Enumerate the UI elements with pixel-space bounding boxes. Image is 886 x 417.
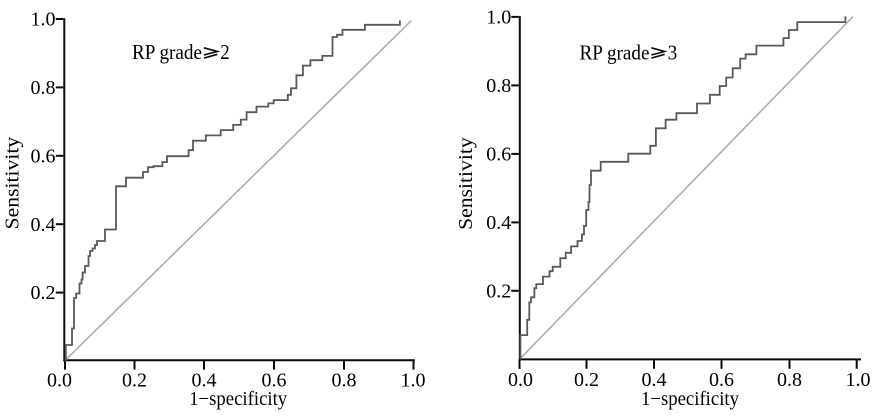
svg-text:0.4: 0.4 (31, 214, 56, 236)
svg-text:0.8: 0.8 (486, 75, 511, 97)
svg-text:0.2: 0.2 (486, 280, 511, 302)
svg-text:0.2: 0.2 (31, 282, 56, 304)
svg-text:0.4: 0.4 (192, 369, 217, 391)
svg-text:1.0: 1.0 (486, 7, 511, 29)
svg-text:1.0: 1.0 (401, 369, 426, 391)
svg-text:1−specificity: 1−specificity (641, 388, 739, 410)
svg-text:1.0: 1.0 (31, 9, 56, 31)
svg-text:3: 3 (668, 41, 678, 65)
svg-text:0.0: 0.0 (47, 369, 72, 391)
svg-text:0.6: 0.6 (709, 369, 734, 391)
svg-text:0.6: 0.6 (262, 369, 287, 391)
svg-text:RP grade: RP grade (580, 41, 650, 65)
svg-text:1−specificity: 1−specificity (189, 388, 287, 410)
svg-text:Sensitivity: Sensitivity (455, 137, 477, 230)
svg-text:0.8: 0.8 (777, 369, 802, 391)
svg-text:1.0: 1.0 (846, 369, 871, 391)
svg-text:0.2: 0.2 (122, 369, 147, 391)
svg-text:2: 2 (220, 40, 230, 64)
svg-text:0.8: 0.8 (31, 77, 56, 99)
svg-text:0.6: 0.6 (486, 144, 511, 166)
svg-text:0.8: 0.8 (332, 369, 357, 391)
svg-text:0.2: 0.2 (574, 369, 599, 391)
svg-text:RP grade: RP grade (132, 40, 202, 64)
svg-text:0.6: 0.6 (31, 145, 56, 167)
svg-text:0.4: 0.4 (486, 212, 511, 234)
svg-text:0.4: 0.4 (642, 369, 667, 391)
svg-text:0.0: 0.0 (508, 369, 533, 391)
svg-text:Sensitivity: Sensitivity (1, 137, 23, 230)
